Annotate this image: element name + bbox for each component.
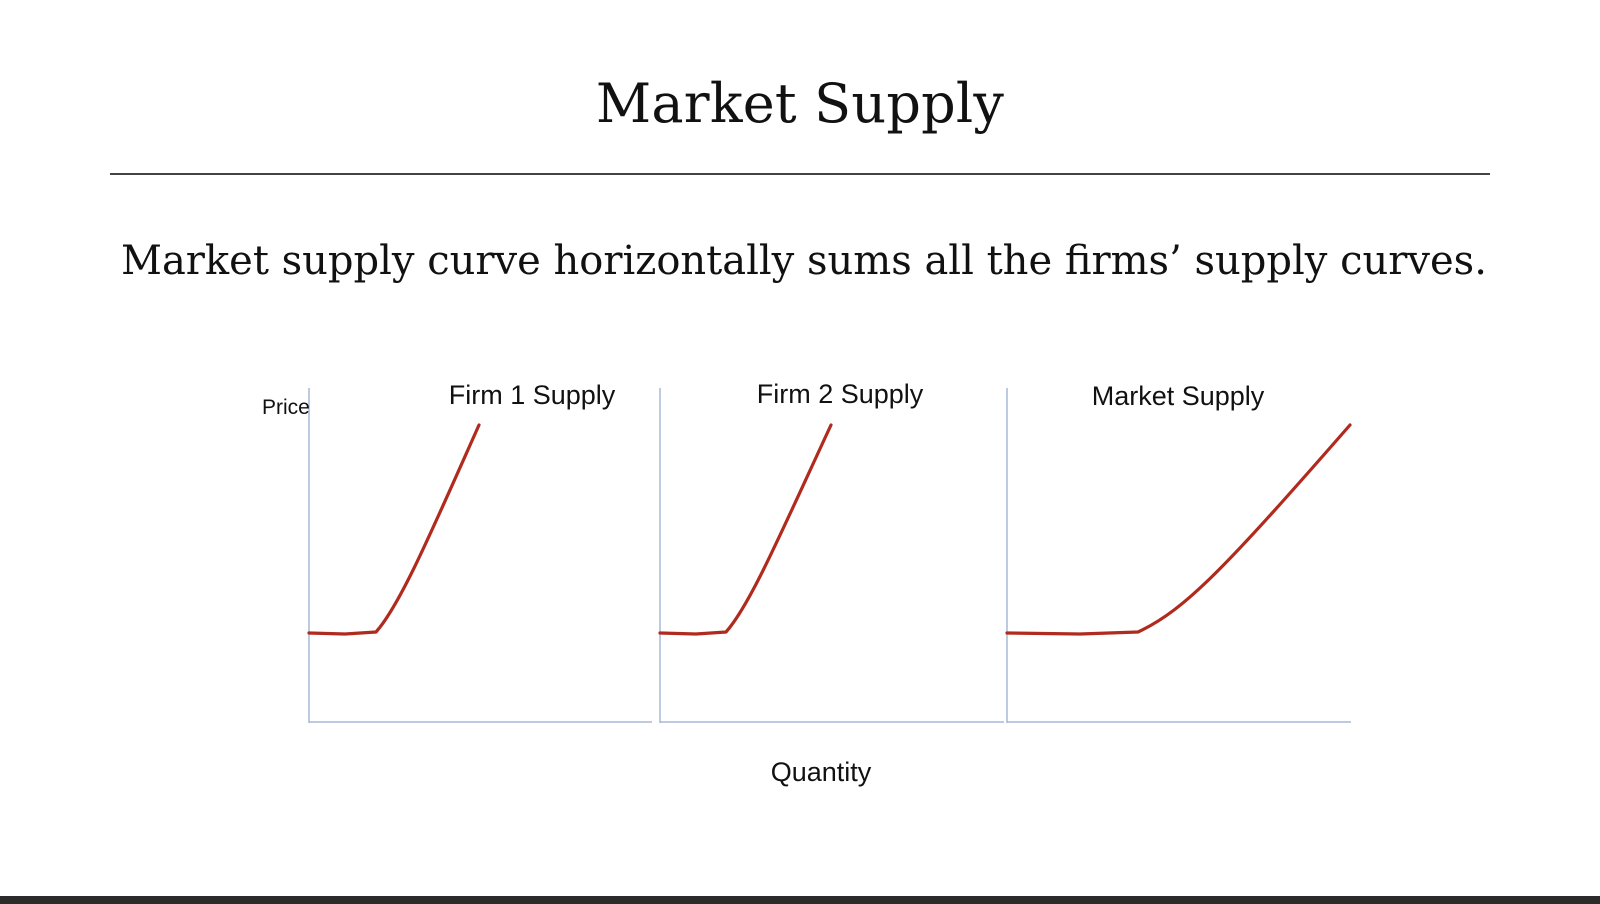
title-divider	[110, 173, 1490, 175]
panel-3-title: Market Supply	[1092, 381, 1265, 411]
bottom-bar	[0, 896, 1600, 904]
slide-body-text: Market supply curve horizontally sums al…	[121, 238, 1487, 284]
slide-title: Market Supply	[595, 72, 1005, 135]
panel-1-supply-curve	[307, 423, 481, 636]
panel-3-supply-curve	[1005, 423, 1352, 636]
panel-market: Market Supply	[1005, 381, 1352, 723]
x-axis-label: Quantity	[771, 757, 872, 787]
panel-firm-2: Firm 2 Supply	[658, 379, 1004, 723]
y-axis-label: Price	[262, 396, 310, 419]
panel-firm-1: Firm 1 Supply	[307, 380, 652, 723]
panel-2-supply-curve	[658, 423, 833, 636]
panel-2-title: Firm 2 Supply	[757, 379, 924, 409]
panel-1-title: Firm 1 Supply	[449, 380, 616, 410]
